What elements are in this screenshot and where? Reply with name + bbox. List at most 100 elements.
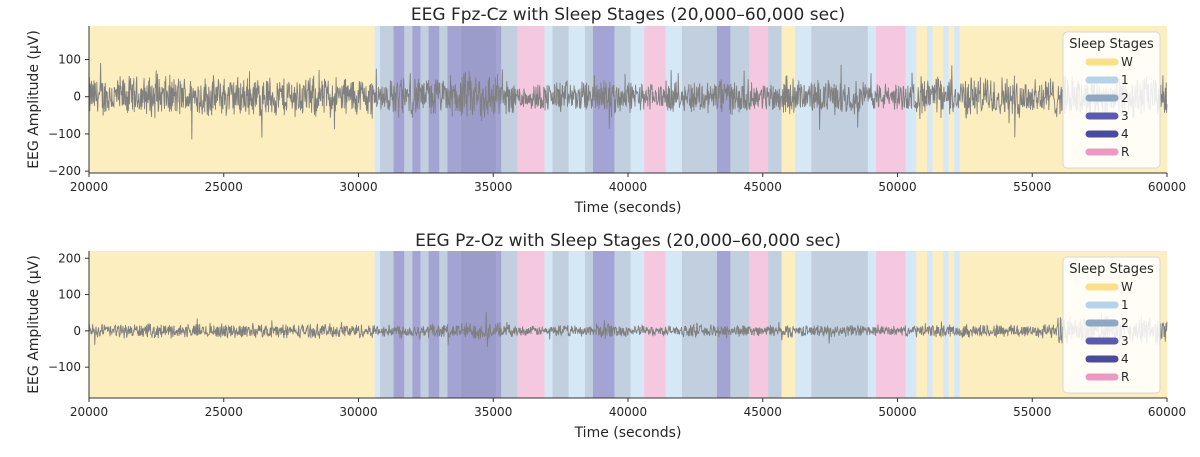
stage-span-R: [875, 251, 906, 398]
x-tick-label: 35000: [474, 180, 512, 194]
stage-span-W: [916, 251, 928, 398]
stage-span-2: [584, 251, 593, 398]
y-tick-label: 0: [73, 324, 81, 338]
y-tick-label: −200: [48, 164, 81, 178]
x-tick-label: 30000: [339, 180, 377, 194]
x-tick-label: 40000: [609, 405, 647, 419]
stage-span-2: [681, 251, 717, 398]
stage-span-1: [544, 251, 553, 398]
stage-span-W: [932, 26, 944, 173]
stage-span-2: [768, 251, 782, 398]
stage-span-3: [447, 26, 461, 173]
x-tick-label: 25000: [205, 180, 243, 194]
legend-label-2: 2: [1121, 316, 1129, 330]
stage-span-2: [811, 251, 868, 398]
x-tick-label: 45000: [744, 405, 782, 419]
stage-span-W: [948, 251, 955, 398]
stage-span-1: [374, 26, 381, 173]
y-axis-label: EEG Amplitude (µV): [26, 255, 42, 394]
legend-label-R: R: [1121, 370, 1129, 384]
x-tick-label: 50000: [878, 405, 916, 419]
x-tick-label: 60000: [1148, 405, 1186, 419]
stage-span-2: [614, 251, 631, 398]
x-tick-label: 20000: [70, 405, 108, 419]
legend-label-1: 1: [1121, 73, 1129, 87]
stage-span-2: [420, 251, 429, 398]
eeg-panel-2: 20000 25000 30000 35000 40000 45000 50000 55000…: [26, 231, 1186, 441]
stage-span-3: [393, 251, 405, 398]
stage-span-3: [428, 26, 440, 173]
stage-span-1: [795, 251, 812, 398]
x-axis-label: Time (seconds): [574, 425, 682, 441]
y-tick-label: 200: [58, 251, 81, 265]
stage-span-2: [552, 251, 569, 398]
stage-span-W: [781, 251, 796, 398]
legend-label-W: W: [1121, 280, 1133, 294]
sleep-stage-spans: [89, 251, 1167, 398]
stage-span-2: [439, 26, 448, 173]
x-axis-label: Time (seconds): [574, 200, 682, 216]
stage-span-1: [665, 251, 682, 398]
stage-span-1: [867, 251, 876, 398]
x-tick-label: 55000: [1013, 180, 1051, 194]
stage-span-3: [428, 251, 440, 398]
stage-span-1: [954, 251, 960, 398]
eeg-signal-Pz-Oz: [88, 311, 1168, 347]
stage-span-W: [932, 251, 944, 398]
x-tick-label: 45000: [744, 180, 782, 194]
legend-label-3: 3: [1121, 109, 1129, 123]
x-tick-label: 55000: [1013, 405, 1051, 419]
y-tick-label: −100: [48, 360, 81, 374]
stage-span-R: [517, 251, 545, 398]
legend: Sleep Stages W 1 2 3 4 R: [1062, 256, 1161, 394]
stage-span-R: [644, 251, 666, 398]
y-axis-label: EEG Amplitude (µV): [26, 30, 42, 169]
x-tick-label: 20000: [70, 180, 108, 194]
stage-span-1: [927, 251, 933, 398]
y-tick-label: 100: [58, 288, 81, 302]
stage-span-1: [943, 251, 949, 398]
stage-span-2: [380, 251, 394, 398]
x-tick-label: 30000: [339, 405, 377, 419]
chart-title: EEG Fpz-Cz with Sleep Stages (20,000–60,…: [411, 5, 845, 25]
stage-span-3: [716, 251, 731, 398]
stage-span-3: [412, 251, 421, 398]
stage-span-2: [404, 251, 413, 398]
legend-label-R: R: [1121, 145, 1129, 159]
y-tick-label: −100: [48, 127, 81, 141]
eeg-panel-1: 20000 25000 30000 35000 40000 45000 50000 55000…: [26, 5, 1186, 216]
y-tick-label: 0: [73, 90, 81, 104]
chart-title: EEG Pz-Oz with Sleep Stages (20,000–60,0…: [415, 231, 841, 251]
stage-span-1: [954, 26, 960, 173]
legend-title: Sleep Stages: [1069, 262, 1154, 277]
stage-span-2: [730, 251, 750, 398]
x-tick-label: 40000: [609, 180, 647, 194]
legend: Sleep Stages W 1 2 3 4 R: [1062, 31, 1161, 169]
stage-span-1: [374, 251, 381, 398]
x-tick-label: 60000: [1148, 180, 1186, 194]
stage-span-1: [630, 26, 645, 173]
stage-span-3: [447, 251, 461, 398]
x-tick-label: 35000: [474, 405, 512, 419]
stage-span-1: [905, 251, 917, 398]
x-tick-label: 50000: [878, 180, 916, 194]
legend-title: Sleep Stages: [1069, 37, 1154, 52]
stage-span-W: [89, 251, 375, 398]
legend-label-1: 1: [1121, 298, 1129, 312]
stage-span-R: [749, 251, 769, 398]
eeg-signal-Fpz-Cz: [88, 62, 1168, 140]
stage-span-2: [439, 251, 448, 398]
legend-label-2: 2: [1121, 91, 1129, 105]
stage-span-2: [501, 251, 518, 398]
legend-label-W: W: [1121, 55, 1133, 69]
stage-span-2: [404, 26, 413, 173]
stage-span-3: [495, 251, 502, 398]
x-tick-label: 25000: [205, 405, 243, 419]
legend-label-4: 4: [1121, 352, 1129, 366]
stage-span-1: [568, 251, 585, 398]
stage-span-1: [630, 251, 645, 398]
legend-label-3: 3: [1121, 334, 1129, 348]
y-tick-label: 100: [58, 52, 81, 66]
